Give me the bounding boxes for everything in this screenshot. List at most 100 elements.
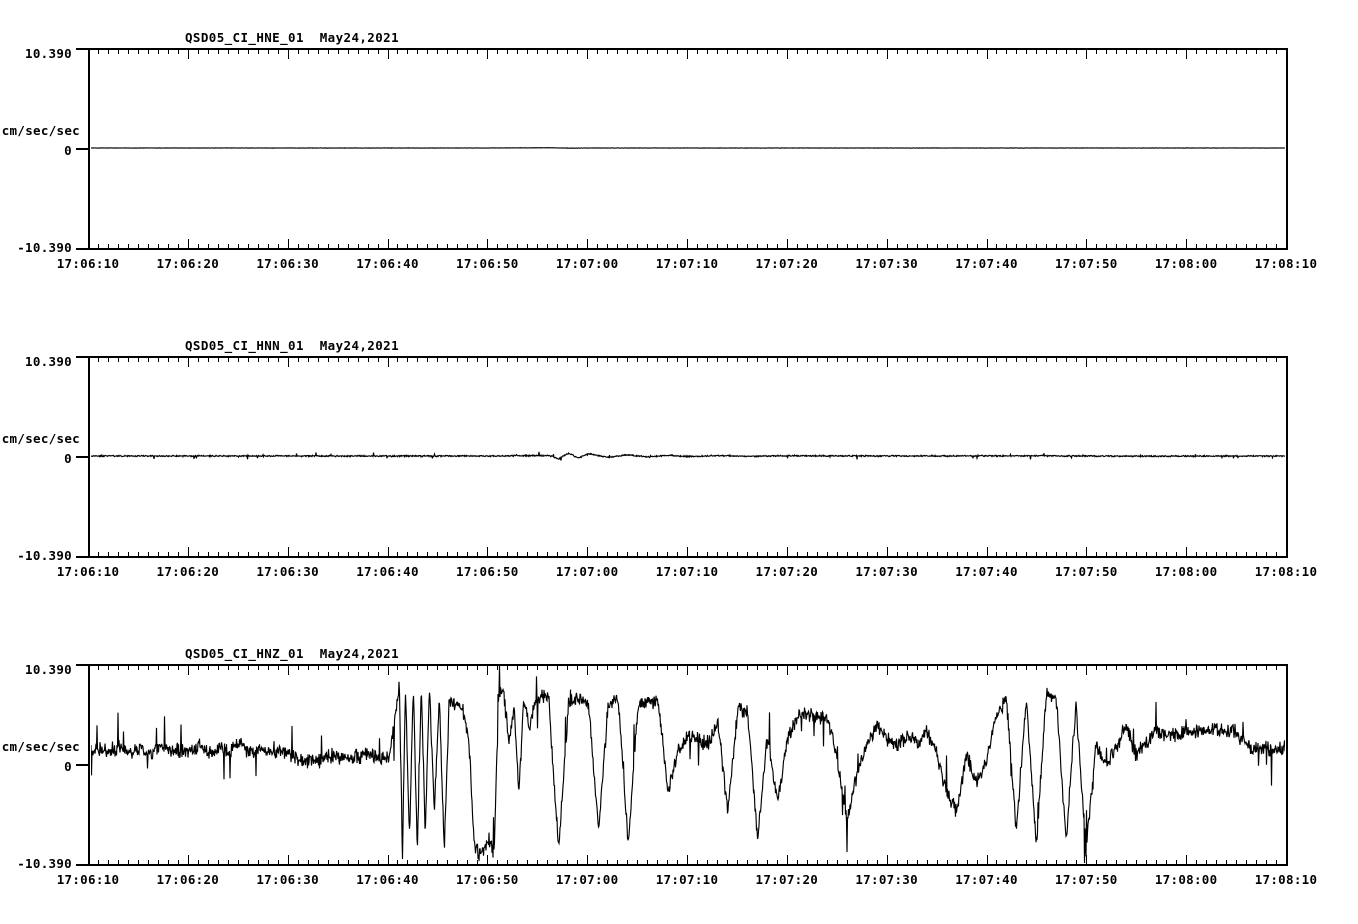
xtick-bottom bbox=[657, 859, 659, 866]
xtick-bottom bbox=[517, 859, 519, 866]
xtick-bottom bbox=[1266, 243, 1268, 250]
xtick-bottom bbox=[806, 243, 808, 250]
xtick-top bbox=[1216, 356, 1218, 362]
xtick-top bbox=[187, 664, 189, 675]
xtick-top bbox=[307, 48, 309, 54]
xtick-top bbox=[97, 48, 99, 54]
xtick-top bbox=[307, 356, 309, 362]
xtick-top bbox=[1236, 48, 1238, 54]
xtick-bottom bbox=[88, 854, 89, 866]
xtick-bottom bbox=[1136, 243, 1138, 250]
xtick-bottom bbox=[836, 859, 838, 866]
xtick-bottom bbox=[1006, 859, 1008, 866]
xtick-bottom bbox=[716, 243, 718, 250]
xtick-bottom bbox=[607, 243, 609, 250]
panel-title-hnz: QSD05_CI_HNZ_01 May24,2021 bbox=[185, 646, 399, 661]
xtick-bottom bbox=[687, 546, 688, 558]
xtick-top bbox=[287, 48, 289, 59]
xtick-top bbox=[976, 664, 978, 670]
xtick-bottom bbox=[137, 859, 139, 866]
xtick-top bbox=[746, 664, 748, 670]
xtick-top bbox=[726, 664, 728, 670]
xtick-bottom bbox=[377, 243, 379, 250]
xtick-top bbox=[677, 356, 679, 362]
xtick-bottom bbox=[996, 859, 998, 866]
xtick-top bbox=[736, 48, 738, 54]
xtick-bottom bbox=[357, 551, 359, 558]
xtick-bottom bbox=[1236, 859, 1238, 866]
xtick-top bbox=[247, 48, 249, 54]
xtick-bottom bbox=[587, 546, 589, 558]
xtick-bottom bbox=[1046, 243, 1048, 250]
xtick-top bbox=[836, 356, 838, 362]
x-tick-label: 17:06:20 bbox=[156, 872, 220, 887]
xtick-bottom bbox=[507, 859, 509, 866]
ytick-0 bbox=[76, 664, 89, 666]
xtick-bottom bbox=[1166, 243, 1168, 250]
xtick-bottom bbox=[467, 243, 469, 250]
xtick-top bbox=[1086, 664, 1088, 675]
xtick-bottom bbox=[1046, 859, 1048, 866]
xtick-bottom bbox=[976, 551, 978, 558]
xtick-bottom bbox=[1106, 859, 1108, 866]
xtick-bottom bbox=[617, 551, 619, 558]
xtick-top bbox=[716, 356, 718, 362]
xtick-bottom bbox=[996, 243, 998, 250]
xtick-top bbox=[267, 48, 269, 54]
xtick-bottom bbox=[147, 243, 149, 250]
xtick-top bbox=[866, 356, 868, 362]
xtick-top bbox=[207, 664, 209, 670]
xtick-top bbox=[427, 664, 429, 670]
xtick-top bbox=[647, 48, 649, 54]
xtick-bottom bbox=[407, 859, 409, 866]
xtick-top bbox=[347, 48, 349, 54]
xtick-bottom bbox=[427, 243, 429, 250]
xtick-top bbox=[716, 664, 718, 670]
xtick-bottom bbox=[617, 243, 619, 250]
xtick-top bbox=[277, 664, 279, 670]
xtick-top bbox=[1136, 356, 1138, 362]
xtick-top bbox=[886, 356, 888, 367]
y-axis-zero-label-hnz: 0 bbox=[64, 759, 72, 774]
xtick-top bbox=[137, 356, 139, 362]
xtick-bottom bbox=[726, 243, 728, 250]
xtick-bottom bbox=[397, 551, 399, 558]
xtick-top bbox=[387, 48, 389, 59]
xtick-bottom bbox=[1106, 243, 1108, 250]
xtick-top bbox=[1236, 664, 1238, 670]
xtick-bottom bbox=[567, 859, 569, 866]
xtick-top bbox=[1276, 48, 1278, 54]
xtick-bottom bbox=[647, 859, 649, 866]
xtick-bottom bbox=[317, 859, 319, 866]
xtick-bottom bbox=[706, 859, 708, 866]
xtick-top bbox=[956, 48, 958, 54]
xtick-top bbox=[627, 48, 629, 54]
xtick-bottom bbox=[397, 243, 399, 250]
xtick-top bbox=[846, 664, 848, 670]
xtick-top bbox=[906, 356, 908, 362]
xtick-top bbox=[1086, 356, 1088, 367]
xtick-bottom bbox=[716, 859, 718, 866]
xtick-top bbox=[447, 664, 449, 670]
xtick-bottom bbox=[437, 859, 439, 866]
xtick-top bbox=[687, 356, 688, 367]
xtick-top bbox=[1016, 48, 1018, 54]
xtick-bottom bbox=[197, 243, 199, 250]
xtick-bottom bbox=[1126, 243, 1128, 250]
xtick-top bbox=[776, 48, 778, 54]
xtick-top bbox=[706, 356, 708, 362]
xtick-bottom bbox=[1286, 238, 1287, 250]
xtick-bottom bbox=[886, 238, 888, 250]
xtick-bottom bbox=[1126, 551, 1128, 558]
xtick-top bbox=[147, 48, 149, 54]
xtick-bottom bbox=[696, 859, 698, 866]
xtick-bottom bbox=[886, 854, 888, 866]
axis-right-HNZ bbox=[1286, 664, 1288, 866]
xtick-bottom bbox=[1056, 859, 1058, 866]
xtick-top bbox=[1286, 48, 1287, 59]
xtick-top bbox=[776, 356, 778, 362]
x-tick-label: 17:06:20 bbox=[156, 256, 220, 271]
xtick-bottom bbox=[1116, 551, 1118, 558]
waveform-path bbox=[91, 147, 1285, 149]
xtick-bottom bbox=[1076, 243, 1078, 250]
